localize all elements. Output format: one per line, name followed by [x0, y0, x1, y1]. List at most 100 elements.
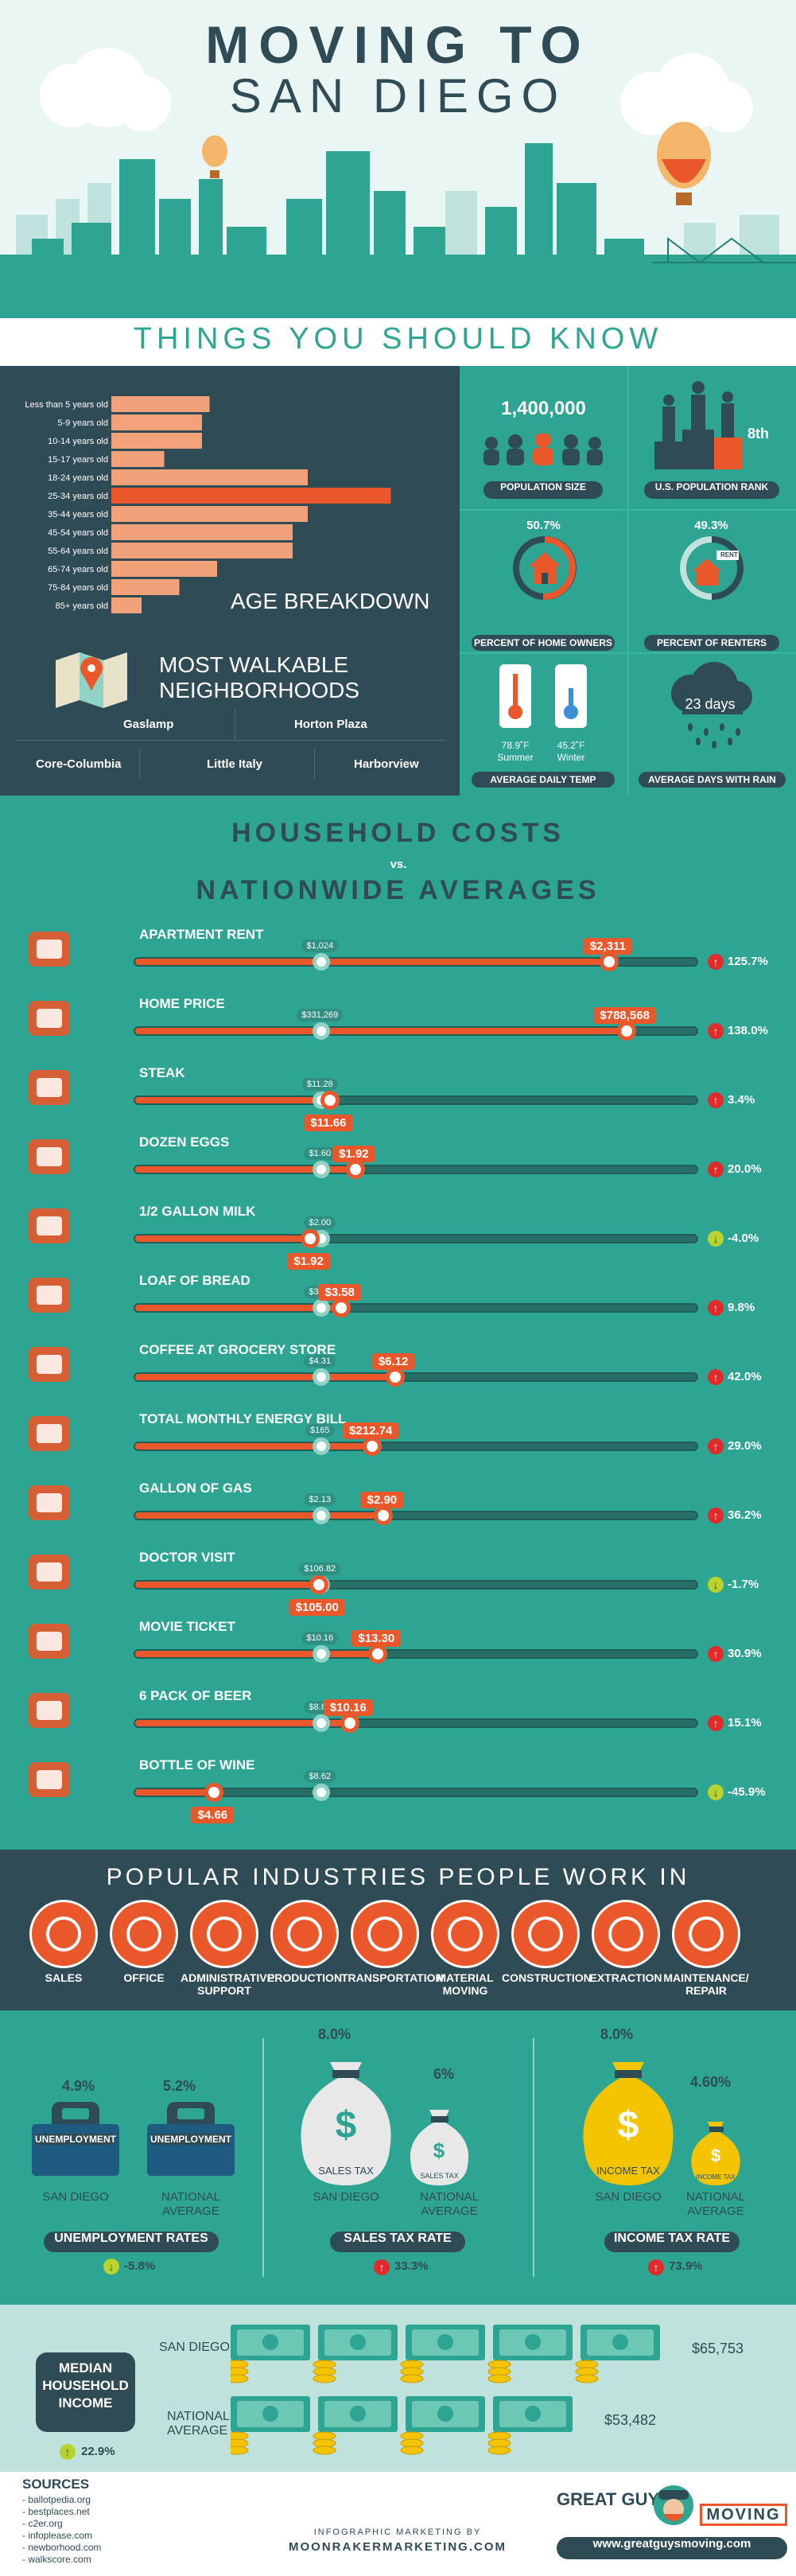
income-tax-national-label2: AVERAGE: [687, 2204, 744, 2218]
cash-stack: [231, 2396, 310, 2455]
rain-cloud-icon: [671, 662, 752, 749]
income-national-label2: AVERAGE: [167, 2424, 228, 2438]
cash-stack: [231, 2325, 310, 2383]
cash-stack: [575, 2325, 660, 2383]
cost-fill-bar: [135, 1305, 342, 1311]
median-income-badge: [36, 2352, 135, 2432]
costs-title-line1: HOUSEHOLD COSTS: [231, 818, 565, 848]
income-sd-value: $65,753: [692, 2341, 744, 2356]
industry-label: OFFICE: [123, 1971, 165, 1984]
san-diego-marker: [204, 1783, 224, 1802]
marketing-credit: INFOGRAPHIC MARKETING BY: [313, 2527, 482, 2537]
san-diego-marker: [345, 1160, 365, 1179]
income-tax-national-label1: NATIONAL: [686, 2190, 745, 2204]
down-arrow-icon: ↓: [708, 1784, 724, 1800]
map-icon: [56, 652, 127, 708]
gear-icon: [672, 1900, 740, 1968]
renters-label: PERCENT OF RENTERS: [644, 635, 779, 651]
industry-label: MAINTENANCE/REPAIR: [663, 1971, 749, 1997]
sales-tax-pct: 33.3%: [394, 2259, 429, 2273]
industry-label: SALES: [45, 1971, 83, 1984]
cost-track: [134, 1644, 698, 1664]
cost-change-pct: -1.7%: [728, 1578, 759, 1591]
sales-tax-badge-national: SALES TAX: [420, 2172, 459, 2180]
hardhat-icon: [511, 1900, 580, 1968]
cost-item-name: MOVIE TICKET: [139, 1619, 235, 1634]
cost-item-name: 6 PACK OF BEER: [139, 1688, 252, 1703]
age-bar: [111, 433, 202, 449]
san-diego-marker: [385, 1368, 405, 1387]
winter-temp: 45.2˚F: [557, 740, 585, 751]
age-group-label: 5-9 years old: [57, 418, 108, 428]
population-value: 1,400,000: [501, 398, 586, 419]
median-income-title3: INCOME: [58, 2395, 113, 2411]
cost-item-name: HOME PRICE: [139, 996, 225, 1011]
san-diego-marker: [320, 1091, 340, 1110]
income-tax-title: INCOME TAX RATE: [604, 2232, 740, 2252]
neighborhood-core-columbia: Core-Columbia: [36, 757, 122, 771]
coffee-icon: [21, 1341, 78, 1388]
podium-businessmen-icon: [654, 381, 742, 469]
cost-fill-bar: [135, 1374, 395, 1380]
cost-item-name: STEAK: [139, 1065, 185, 1080]
industry-label: MATERIAL MOVING: [437, 1971, 494, 1997]
san-diego-marker: [363, 1437, 382, 1456]
cost-change-pct: -4.0%: [728, 1232, 759, 1245]
age-group-label: 85+ years old: [56, 601, 108, 611]
industries-title: POPULAR INDUSTRIES PEOPLE WORK IN: [106, 1864, 690, 1890]
cost-fill-bar: [135, 1028, 627, 1034]
neighborhood-little-italy: Little Italy: [207, 757, 263, 771]
source-item[interactable]: - infoplease.com: [22, 2530, 93, 2541]
down-arrow-icon: ↓: [708, 1231, 724, 1247]
cost-fill-bar: [135, 1720, 350, 1726]
sales-tax-national-label1: NATIONAL: [420, 2190, 479, 2204]
stats-grid: 1,400,000 POPULATION SIZE 8th U.S. POPUL…: [460, 366, 796, 796]
income-tax-badge-national: INCOME TAX: [696, 2173, 736, 2181]
money-bag-gold-icon: $ $: [583, 2062, 740, 2185]
cost-item-name: LOAF OF BREAD: [139, 1273, 250, 1288]
cost-track: [134, 1368, 698, 1387]
national-price-label: $8.62: [304, 1770, 336, 1783]
neighborhood-horton-plaza: Horton Plaza: [294, 718, 367, 731]
summer-temp: 78.9˚F: [501, 740, 530, 751]
hero-skyline: MOVING TO SAN DIEGO: [0, 0, 796, 318]
national-marker: [313, 1784, 331, 1801]
walkable-title-line1: MOST WALKABLE: [159, 652, 349, 677]
source-item[interactable]: - ballotpedia.org: [22, 2494, 91, 2505]
cost-track: [134, 1160, 698, 1179]
costs-title-line2: NATIONWIDE AVERAGES: [196, 875, 600, 905]
cost-fill-bar: [135, 1443, 373, 1449]
people-icon: [483, 434, 603, 465]
source-item[interactable]: - walkscore.com: [22, 2554, 91, 2565]
unemployment-national-label1: NATIONAL: [161, 2190, 220, 2204]
cost-change-pct: 20.0%: [728, 1162, 762, 1176]
median-income-title2: HOUSEHOLD: [42, 2378, 129, 2393]
national-marker: [313, 1022, 331, 1040]
industry-label: ADMINISTRATIVE SUPPORT: [181, 1971, 274, 1997]
rain-label: AVERAGE DAYS WITH RAIN: [639, 772, 786, 788]
up-arrow-icon: ↑: [708, 1092, 724, 1108]
national-marker: [313, 1645, 331, 1663]
page-title-line2: SAN DIEGO: [229, 69, 567, 123]
income-national-label1: NATIONAL: [167, 2410, 230, 2423]
source-item[interactable]: - bestplaces.net: [22, 2506, 90, 2517]
sales-tax-national-label2: AVERAGE: [421, 2204, 478, 2218]
cost-track: [134, 1021, 698, 1041]
website-link[interactable]: www.greatguysmoving.com: [557, 2537, 787, 2559]
cost-change-pct: 36.2%: [728, 1508, 762, 1522]
san-diego-marker: [374, 1506, 394, 1525]
marketing-link[interactable]: MOONRAKERMARKETING.COM: [289, 2540, 507, 2554]
unemployment-national-label2: AVERAGE: [162, 2204, 219, 2218]
age-bar: [111, 414, 202, 430]
age-bar: [111, 506, 308, 522]
age-bar: [111, 488, 391, 504]
source-item[interactable]: - newborhood.com: [22, 2542, 102, 2553]
home-owners-value: 50.7%: [526, 519, 561, 532]
cost-change-pct: 125.7%: [728, 955, 768, 968]
industry-label: PRODUCTION: [266, 1971, 343, 1984]
sales-tax-sd-label: SAN DIEGO: [313, 2190, 379, 2204]
cash-stack: [400, 2325, 485, 2383]
up-arrow-icon: ↑: [648, 2259, 664, 2275]
source-item[interactable]: - c2er.org: [22, 2518, 63, 2529]
sales-tax-title: SALES TAX RATE: [330, 2232, 465, 2252]
